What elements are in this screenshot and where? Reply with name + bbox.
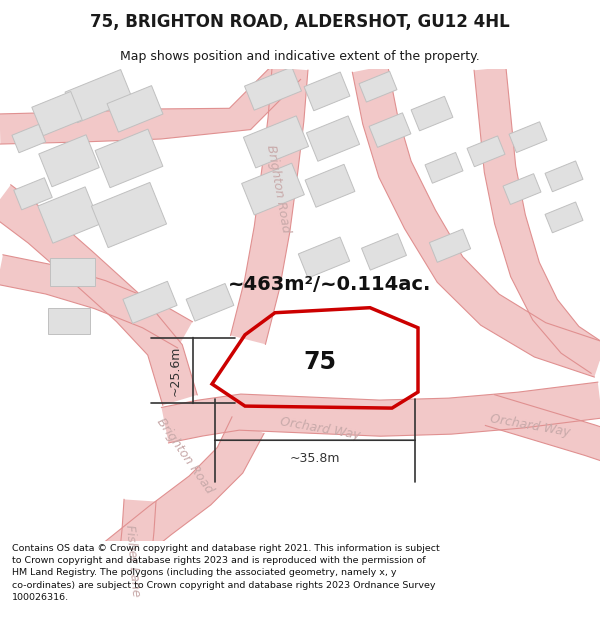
Polygon shape xyxy=(474,67,600,373)
Polygon shape xyxy=(0,255,193,348)
Text: ~463m²/~0.114ac.: ~463m²/~0.114ac. xyxy=(229,275,431,294)
Bar xyxy=(65,69,133,122)
Bar xyxy=(545,161,583,192)
Bar xyxy=(362,234,406,270)
Bar xyxy=(359,71,397,102)
Polygon shape xyxy=(485,395,600,466)
Polygon shape xyxy=(161,382,600,443)
Text: Fisher Lane: Fisher Lane xyxy=(124,524,143,598)
Text: Brighton Road: Brighton Road xyxy=(264,144,292,234)
Bar xyxy=(32,91,82,136)
Polygon shape xyxy=(352,65,600,377)
Bar xyxy=(545,202,583,232)
Bar xyxy=(307,116,359,161)
Polygon shape xyxy=(230,68,308,344)
Polygon shape xyxy=(0,58,301,144)
Text: ~25.6m: ~25.6m xyxy=(169,345,182,396)
Bar xyxy=(369,113,411,148)
Bar xyxy=(48,308,90,334)
Bar xyxy=(430,229,470,262)
Bar xyxy=(304,72,350,111)
Bar xyxy=(467,136,505,167)
Bar xyxy=(244,116,308,168)
Text: Orchard Way: Orchard Way xyxy=(489,412,571,439)
Bar xyxy=(503,174,541,204)
Bar xyxy=(38,187,100,243)
Bar xyxy=(14,177,52,210)
Bar xyxy=(425,152,463,183)
Bar xyxy=(95,129,163,188)
Bar xyxy=(298,237,350,278)
Bar xyxy=(107,86,163,132)
Bar xyxy=(242,163,304,215)
Text: Brighton Road: Brighton Road xyxy=(154,415,216,496)
Text: 75: 75 xyxy=(304,350,337,374)
Bar xyxy=(186,284,234,321)
Bar xyxy=(39,135,99,187)
Bar xyxy=(49,258,95,286)
Bar xyxy=(509,122,547,152)
Text: Map shows position and indicative extent of the property.: Map shows position and indicative extent… xyxy=(120,49,480,62)
Polygon shape xyxy=(114,499,156,625)
Bar xyxy=(91,182,167,248)
Text: 75, BRIGHTON ROAD, ALDERSHOT, GU12 4HL: 75, BRIGHTON ROAD, ALDERSHOT, GU12 4HL xyxy=(90,12,510,31)
Bar xyxy=(411,96,453,131)
Bar xyxy=(12,124,46,152)
Polygon shape xyxy=(0,185,197,405)
Text: Contains OS data © Crown copyright and database right 2021. This information is : Contains OS data © Crown copyright and d… xyxy=(12,544,440,602)
Bar xyxy=(305,164,355,208)
Text: ~35.8m: ~35.8m xyxy=(290,452,340,465)
Bar xyxy=(123,281,177,323)
Polygon shape xyxy=(99,417,264,575)
Text: Orchard Way: Orchard Way xyxy=(279,415,361,442)
Bar xyxy=(245,67,301,110)
